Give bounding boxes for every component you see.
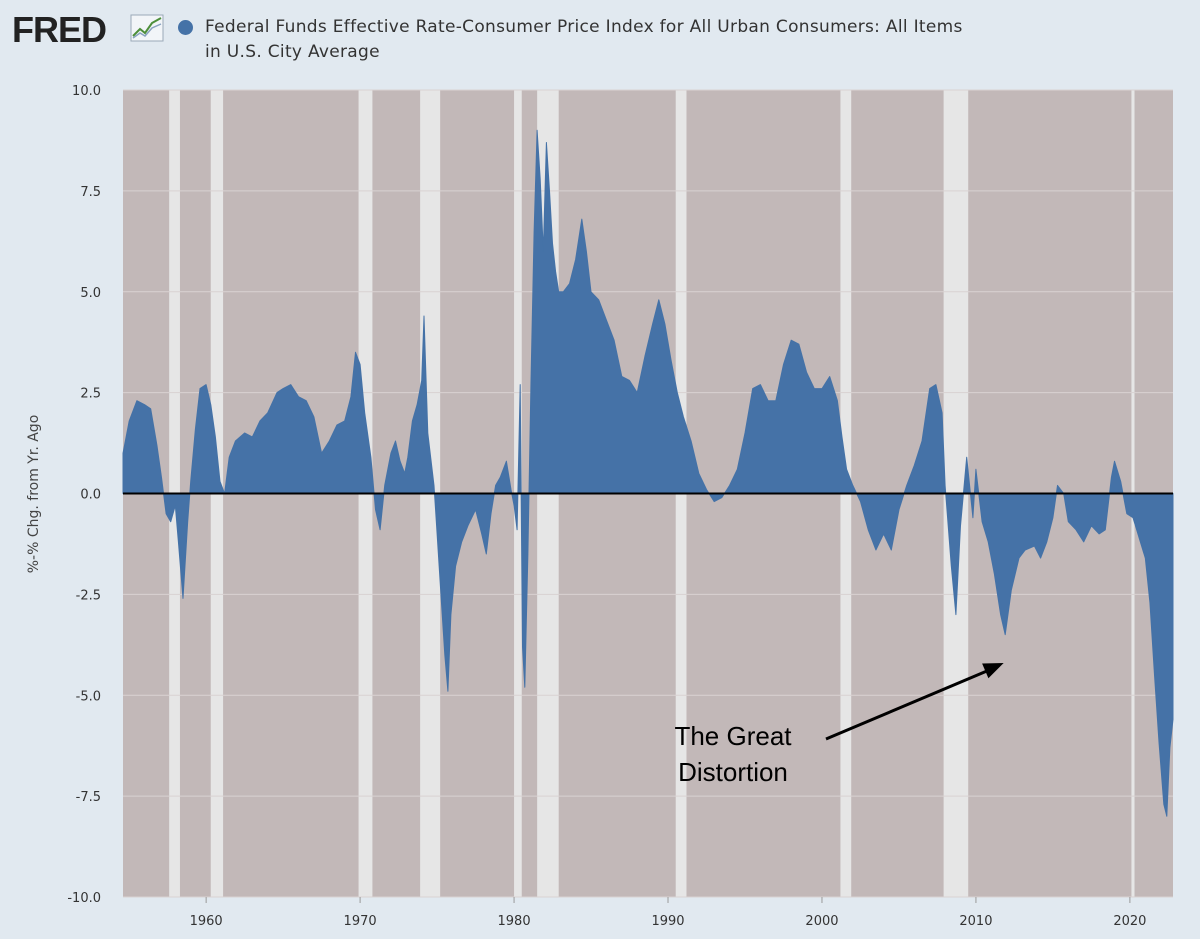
series-title-line1: Federal Funds Effective Rate-Consumer Pr… — [205, 17, 963, 37]
x-tick-label: 2020 — [1113, 914, 1146, 929]
chart-header: FRED Federal Funds Effective Rate-Consum… — [0, 0, 1200, 80]
line-chart-icon — [130, 14, 164, 42]
x-tick-label: 2010 — [959, 914, 992, 929]
x-tick-label: 1970 — [344, 914, 377, 929]
annotation-text: Distortion — [678, 757, 788, 787]
y-tick-label: -2.5 — [76, 588, 101, 603]
y-tick-label: 2.5 — [80, 387, 101, 402]
y-tick-label: -7.5 — [76, 790, 101, 805]
x-tick-label: 2000 — [805, 914, 838, 929]
series-legend-marker — [178, 20, 193, 35]
series-area — [122, 129, 1174, 817]
y-tick-label: 10.0 — [72, 84, 101, 99]
x-tick-label: 1960 — [190, 914, 223, 929]
fred-logo[interactable]: FRED — [12, 9, 107, 50]
y-tick-label: 0.0 — [80, 488, 101, 503]
annotation-arrow-shaft — [825, 667, 993, 741]
annotation-text: The Great — [674, 721, 792, 751]
series-title: Federal Funds Effective Rate-Consumer Pr… — [205, 15, 1055, 65]
y-tick-label: 7.5 — [80, 185, 101, 200]
y-axis-title: %-% Chg. from Yr. Ago — [26, 415, 42, 574]
y-tick-label: -5.0 — [76, 689, 101, 704]
x-tick-label: 1980 — [498, 914, 531, 929]
annotation-arrow-head — [982, 662, 1004, 679]
series-title-line2: in U.S. City Average — [205, 42, 380, 62]
y-tick-label: -10.0 — [67, 891, 101, 906]
x-tick-label: 1990 — [651, 914, 684, 929]
y-tick-label: 5.0 — [80, 286, 101, 301]
